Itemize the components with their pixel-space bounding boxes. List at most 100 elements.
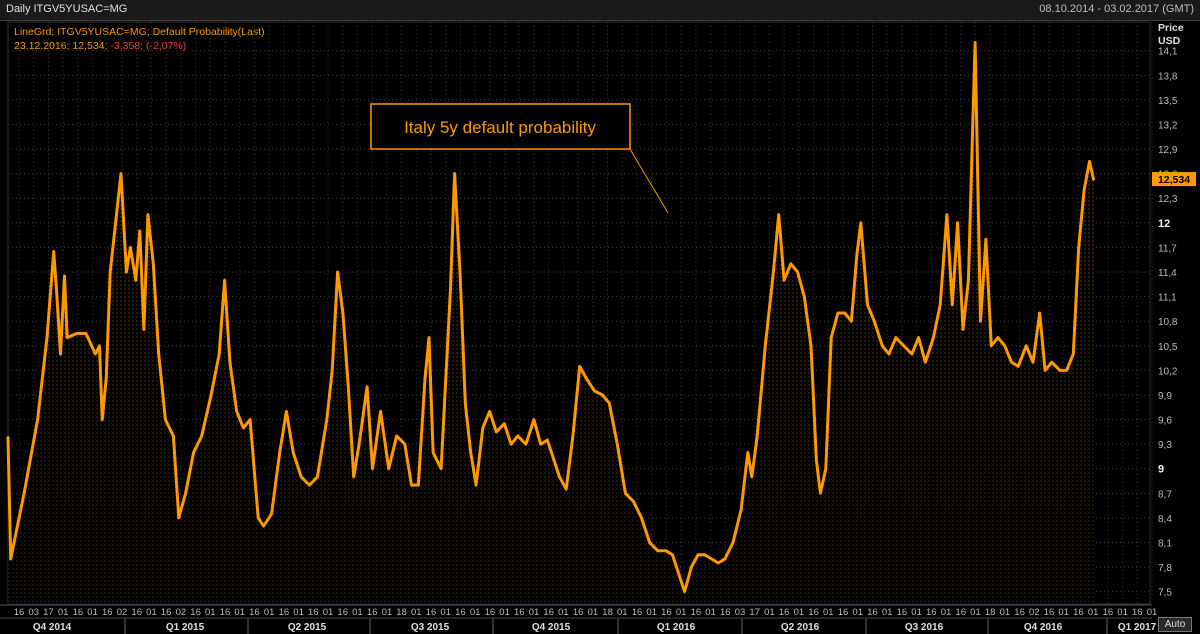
x-day-tick-label: 16 — [543, 607, 554, 618]
y-tick-label: 10,5 — [1158, 342, 1178, 353]
auto-scale-button[interactable]: Auto — [1158, 617, 1192, 632]
x-day-tick-label: 18 — [602, 607, 613, 618]
x-day-tick-label: 03 — [28, 607, 39, 618]
y-tick-label: 13,8 — [1158, 71, 1178, 82]
annotation-text: Italy 5y default probability — [404, 118, 596, 137]
y-tick-label: 13,5 — [1158, 96, 1178, 107]
x-day-tick-label: 16 — [161, 607, 172, 618]
x-day-tick-label: 02 — [176, 607, 187, 618]
x-day-tick-label: 16 — [661, 607, 672, 618]
x-day-tick-label: 02 — [1029, 607, 1040, 618]
x-quarter-label: Q1 2015 — [166, 622, 205, 633]
last-value-badge: 12,534 — [1152, 172, 1196, 187]
x-day-tick-label: 01 — [558, 607, 569, 618]
last-value-legend: 23.12.2016; 12,534; -3,358; (-2,07%) — [14, 40, 186, 52]
x-day-tick-label: 16 — [279, 607, 290, 618]
y-tick-label: 9,9 — [1158, 391, 1172, 402]
x-axis: 16 03 17 01 16 01 16 02 16 01 16 02 16 01 16 01 16 01 16 01… — [0, 604, 1157, 634]
x-day-tick-label: 16 — [691, 607, 702, 618]
x-quarter-label: Q3 2015 — [411, 622, 450, 633]
x-day-tick-label: 16 — [249, 607, 260, 618]
last-value-badge-text: 12,534 — [1158, 174, 1190, 186]
x-day-tick-label: 01 — [87, 607, 98, 618]
x-day-tick-label: 01 — [970, 607, 981, 618]
x-day-tick-label: 02 — [117, 607, 128, 618]
x-day-tick-label: 16 — [102, 607, 113, 618]
x-day-tick-label: 16 — [190, 607, 201, 618]
x-day-tick-label: 16 — [220, 607, 231, 618]
x-day-tick-label: 16 — [337, 607, 348, 618]
x-day-tick-label: 01 — [499, 607, 510, 618]
x-quarter-label: Q2 2015 — [288, 622, 327, 633]
title-bar: Daily ITGV5YUSAC=MG 08.10.2014 - 03.02.2… — [0, 0, 1200, 21]
x-day-tick-label: 18 — [985, 607, 996, 618]
x-day-tick-label: 16 — [308, 607, 319, 618]
y-axis: 7,5 7,8 8,1 8,4 8,7 9 9,3 9,6 9,9 10,2 10,5 10,8 11,… — [1158, 47, 1178, 599]
x-day-tick-label: 01 — [58, 607, 69, 618]
x-day-tick-label: 16 — [573, 607, 584, 618]
annotation-box — [370, 103, 631, 150]
x-quarter-label: Q3 2016 — [905, 622, 944, 633]
y-tick-label: 13,2 — [1158, 120, 1178, 131]
x-day-tick-label: 16 — [720, 607, 731, 618]
x-day-tick-label: 17 — [43, 607, 54, 618]
y-tick-label: 12 — [1158, 218, 1170, 230]
y-tick-label: 9 — [1158, 464, 1164, 476]
x-day-tick-label: 16 — [455, 607, 466, 618]
x-day-tick-label: 01 — [941, 607, 952, 618]
x-day-tick-label: 16 — [514, 607, 525, 618]
x-day-tick-label: 16 — [838, 607, 849, 618]
x-day-tick-label: 03 — [735, 607, 746, 618]
x-day-tick-label: 16 — [632, 607, 643, 618]
x-day-tick-label: 17 — [749, 607, 760, 618]
x-quarter-label: Q1 2017 — [1118, 622, 1157, 633]
x-day-tick-label: 16 — [955, 607, 966, 618]
series-legend[interactable]: LineGrd; ITGV5YUSAC=MG; Default Probabil… — [14, 26, 265, 38]
x-day-tick-label: 16 — [1132, 607, 1143, 618]
price-line-series — [6, 41, 1095, 594]
y-axis-unit-currency: USD — [1158, 35, 1181, 47]
y-tick-label: 7,8 — [1158, 563, 1172, 574]
y-tick-label: 9,3 — [1158, 440, 1172, 451]
x-day-tick-label: 01 — [529, 607, 540, 618]
x-day-tick-label: 16 — [14, 607, 25, 618]
x-day-tick-label: 01 — [705, 607, 716, 618]
y-tick-label: 9,6 — [1158, 416, 1172, 427]
x-day-tick-label: 16 — [897, 607, 908, 618]
x-day-tick-label: 01 — [411, 607, 422, 618]
x-day-tick-label: 01 — [146, 607, 157, 618]
last-value: 12,534; — [72, 40, 108, 52]
y-tick-label: 8,4 — [1158, 514, 1172, 525]
x-day-tick-label: 16 — [73, 607, 84, 618]
x-day-tick-label: 16 — [1103, 607, 1114, 618]
price-line — [6, 41, 1095, 594]
x-quarter-label: Q2 2016 — [781, 622, 820, 633]
x-day-tick-label: 01 — [352, 607, 363, 618]
y-tick-label: 12,9 — [1158, 145, 1178, 156]
x-day-tick-label: 01 — [382, 607, 393, 618]
x-day-tick-label: 01 — [264, 607, 275, 618]
x-day-tick-label: 01 — [882, 607, 893, 618]
x-day-tick-label: 01 — [440, 607, 451, 618]
x-day-tick-label: 01 — [1088, 607, 1099, 618]
x-day-tick-label: 16 — [485, 607, 496, 618]
annotation: Italy 5y default probability — [370, 103, 669, 214]
y-tick-label: 7,5 — [1158, 588, 1172, 599]
x-day-tick-label: 01 — [1000, 607, 1011, 618]
x-day-tick-label: 01 — [205, 607, 216, 618]
x-day-tick-label: 01 — [911, 607, 922, 618]
x-quarter-label: Q4 2016 — [1024, 622, 1063, 633]
x-day-tick-label: 16 — [131, 607, 142, 618]
chart-title: Daily ITGV5YUSAC=MG — [6, 3, 128, 15]
change-value: -3,358; (-2,07%) — [110, 40, 187, 52]
x-quarter-label: Q4 2015 — [532, 622, 571, 633]
x-day-tick-label: 01 — [617, 607, 628, 618]
annotation-leader — [629, 148, 669, 214]
y-tick-label: 8,7 — [1158, 489, 1172, 500]
last-value-badge-bg — [1152, 172, 1196, 187]
x-day-tick-label: 01 — [676, 607, 687, 618]
y-axis-unit-title: Price — [1158, 22, 1184, 34]
x-day-tick-label: 01 — [852, 607, 863, 618]
